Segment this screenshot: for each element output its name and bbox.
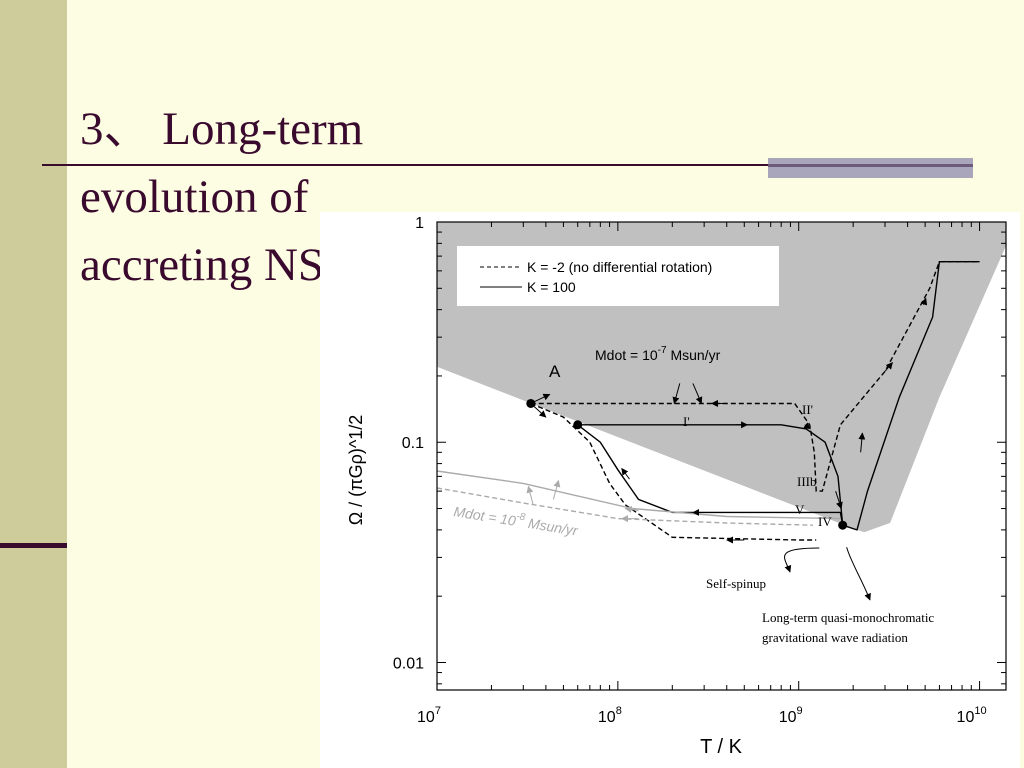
direction-arrow-10 — [624, 505, 639, 513]
x-tick-label: 109 — [779, 705, 803, 726]
mdot-high-label: Mdot = 10-7 Msun/yr — [595, 345, 721, 363]
series-line-5 — [437, 487, 814, 526]
y-axis-title: Ω / (πGρ)^1/2 — [346, 415, 366, 526]
series-line-4 — [437, 470, 841, 520]
legend-label-dashed: K = -2 (no differential rotation) — [527, 259, 712, 275]
y-tick-label: 0.1 — [402, 435, 424, 452]
direction-arrow-2 — [835, 490, 843, 510]
direction-arrow-17 — [526, 485, 534, 505]
legend-label-solid: K = 100 — [527, 279, 576, 295]
x-tick-label: 108 — [598, 705, 622, 726]
label-i-prime: I' — [683, 414, 690, 429]
mdot-high-exponent: -7 — [658, 345, 667, 356]
series-line-0 — [530, 261, 980, 492]
label-v: V — [795, 502, 805, 517]
mdot-low-label: Mdot = 10-8 Msun/yr — [453, 501, 581, 539]
title-line-1: 3、 Long-term — [80, 103, 364, 155]
x-tick-label: 107 — [417, 705, 441, 726]
direction-arrow-6 — [858, 432, 866, 453]
direction-arrow-8 — [884, 362, 893, 372]
y-tick-label: 0.01 — [393, 655, 424, 672]
legend: K = -2 (no differential rotation) K = 10… — [457, 246, 779, 306]
legend-box — [457, 246, 779, 306]
y-tick-label: 1 — [415, 215, 424, 232]
mdot-high-suffix: Msun/yr — [667, 347, 721, 363]
x-tick-label: 1010 — [957, 705, 987, 726]
gw-label-line-1: Long-term quasi-monochromatic — [762, 610, 934, 625]
label-iiib: IIIb — [797, 474, 817, 489]
direction-arrow-16 — [552, 479, 561, 500]
title-line-3: accreting NSs — [80, 239, 343, 291]
x-axis-title: T / K — [700, 736, 743, 758]
gw-leader — [846, 547, 871, 601]
label-iv: IV — [818, 514, 832, 529]
left-side-band — [0, 0, 67, 768]
gw-label-line-2: gravitational wave radiation — [762, 630, 908, 645]
title-rule-block — [768, 158, 973, 178]
marker-point-1 — [573, 420, 583, 430]
mdot-low-exponent: -8 — [516, 511, 527, 523]
direction-arrow-15 — [692, 383, 703, 405]
marker-point-0 — [526, 398, 536, 408]
mdot-low-prefix: Mdot = 10 — [453, 503, 518, 529]
left-accent-bar — [0, 543, 67, 548]
title-rule — [42, 164, 973, 166]
direction-arrow-7 — [920, 297, 928, 306]
title-rule-block-line — [768, 164, 973, 167]
mdot-low-suffix: Msun/yr — [523, 514, 580, 538]
mdot-high-prefix: Mdot = 10 — [595, 347, 658, 363]
self-spinup-label: Self-spinup — [706, 576, 766, 591]
series-line-1 — [577, 261, 980, 531]
series-line-2 — [530, 402, 817, 541]
point-a-label: A — [549, 362, 561, 381]
marker-point-2 — [838, 520, 848, 530]
direction-arrow-14 — [672, 383, 681, 405]
series-line-3 — [577, 424, 844, 526]
direction-arrow-5 — [621, 467, 630, 480]
self-spinup-leader — [784, 547, 820, 573]
direction-arrow-9 — [803, 422, 811, 430]
label-ii-prime: II' — [802, 402, 813, 417]
plot-frame — [436, 221, 1007, 691]
slide-title: 3、 Long-term evolution of accreting NSs — [80, 95, 440, 299]
title-line-2: evolution of — [80, 171, 309, 223]
